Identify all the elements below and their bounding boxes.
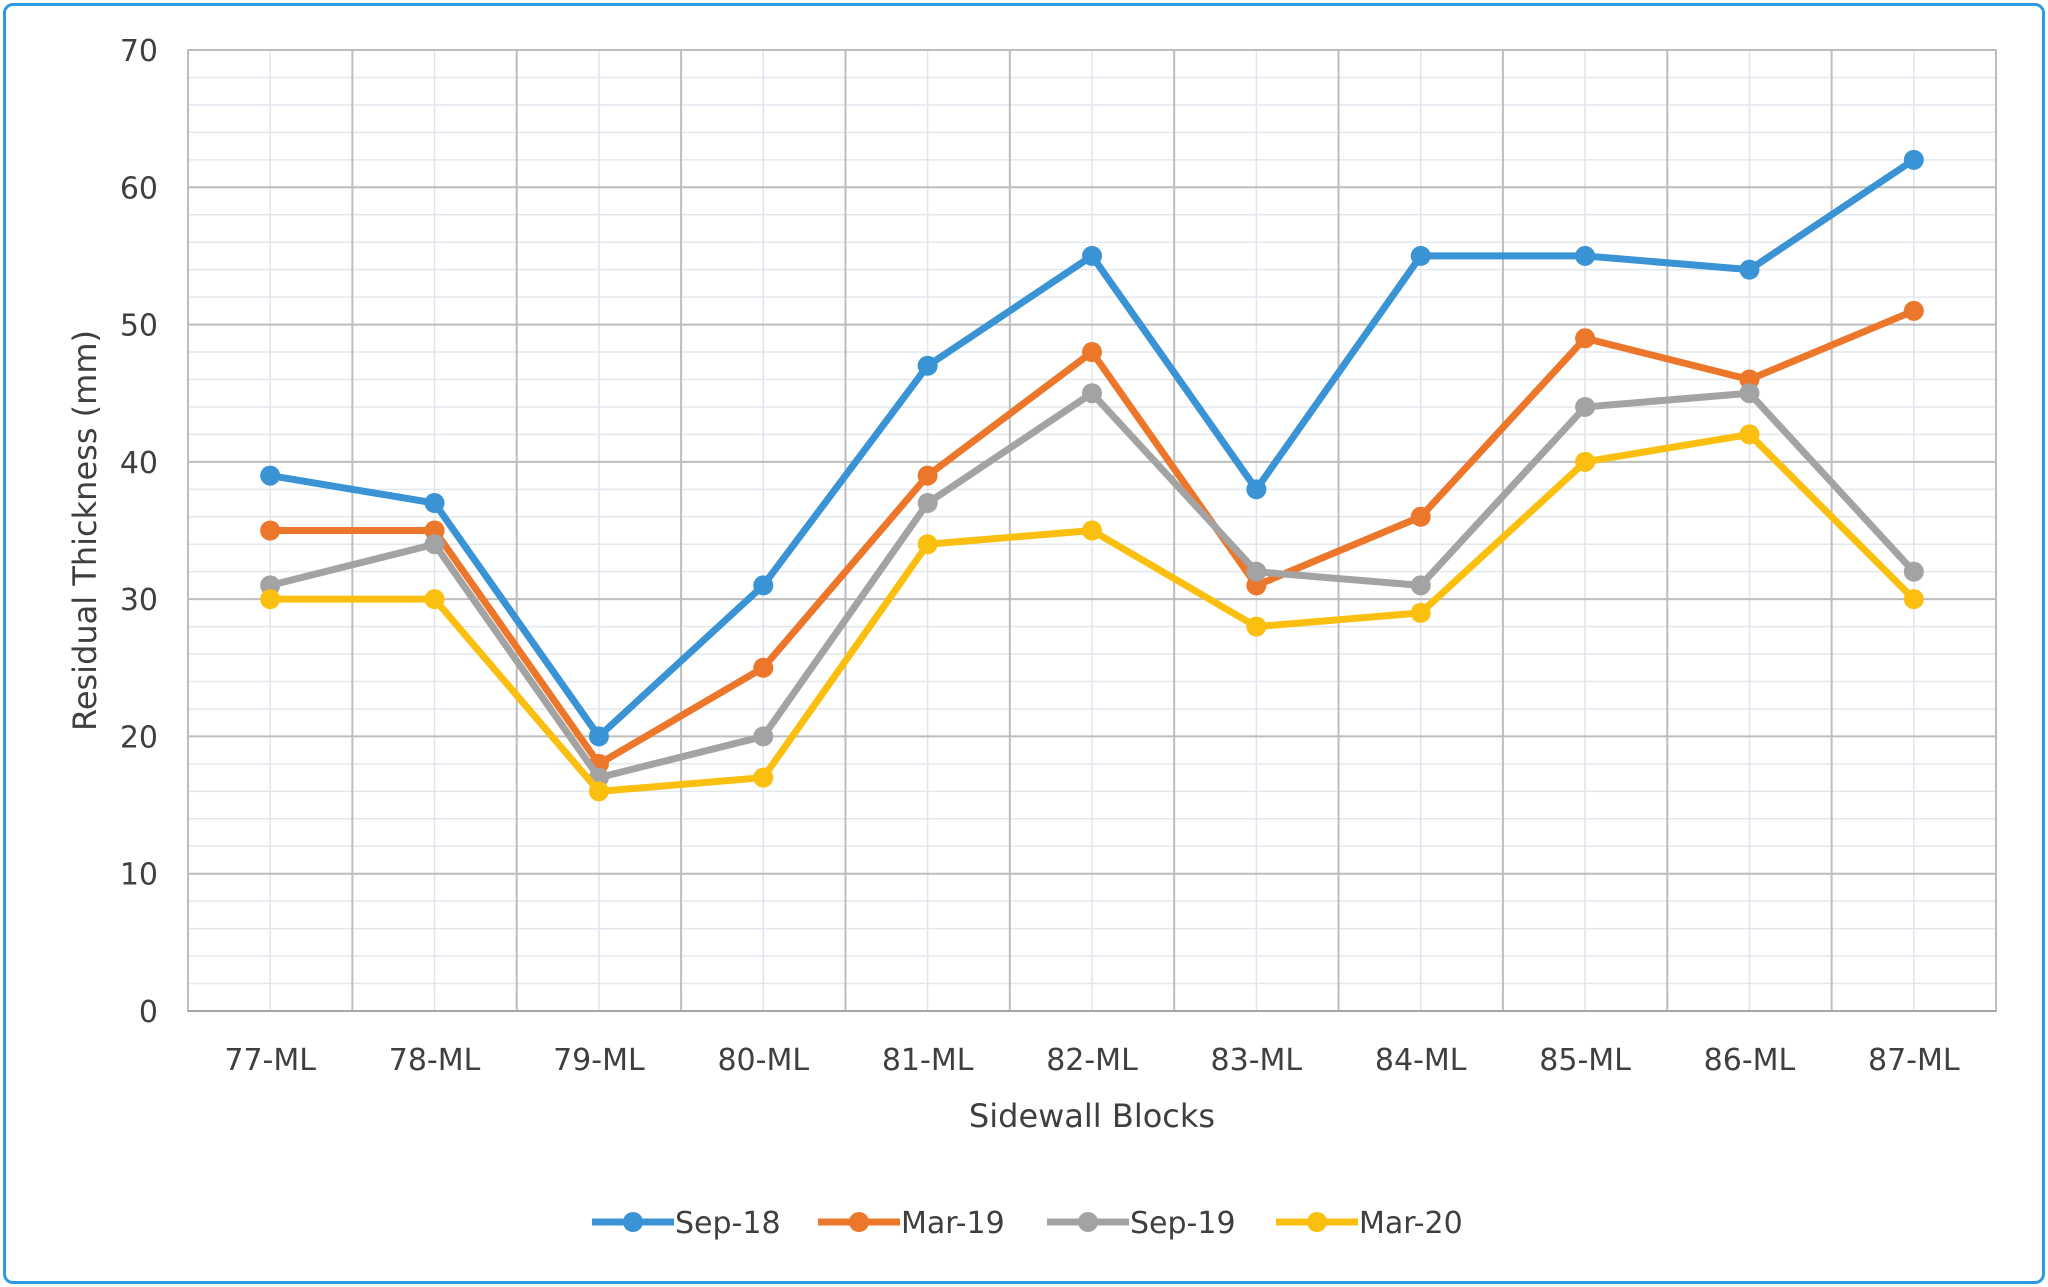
x-tick-label: 79-ML (553, 1043, 645, 1078)
data-point (1575, 328, 1596, 349)
x-tick-label: 84-ML (1375, 1043, 1467, 1078)
legend-swatch-marker (849, 1212, 869, 1232)
y-tick-label: 60 (120, 171, 158, 206)
legend-item: Mar-20 (1276, 1206, 1463, 1241)
data-point (1082, 245, 1102, 266)
data-point (588, 726, 609, 747)
y-tick-label: 70 (120, 34, 158, 69)
x-tick-label: 83-ML (1211, 1043, 1303, 1078)
data-point (753, 726, 774, 747)
data-point (1246, 561, 1267, 582)
x-tick-label: 78-ML (389, 1043, 481, 1078)
data-point (753, 767, 774, 788)
data-point (1246, 616, 1267, 637)
x-tick-label: 87-ML (1868, 1043, 1960, 1078)
data-point (260, 465, 281, 486)
data-point (1903, 589, 1924, 610)
data-point (1739, 369, 1760, 390)
series-Mar-20 (260, 424, 1924, 802)
data-point (1575, 245, 1596, 266)
data-point (917, 355, 938, 376)
x-tick-label: 82-ML (1046, 1043, 1138, 1078)
y-tick-label: 50 (120, 309, 158, 344)
data-point (260, 575, 281, 596)
legend-item: Sep-18 (592, 1206, 781, 1241)
axes (187, 49, 1997, 1012)
data-point (1739, 424, 1760, 445)
data-point (424, 493, 445, 514)
data-point (1246, 575, 1267, 596)
y-tick-label: 0 (139, 995, 158, 1030)
data-point (917, 534, 938, 555)
data-point (1082, 342, 1102, 363)
x-axis-title: Sidewall Blocks (969, 1097, 1215, 1135)
x-tick-label: 80-ML (717, 1043, 809, 1078)
series-Sep-18 (260, 149, 1924, 747)
legend-item: Mar-19 (818, 1206, 1005, 1241)
y-axis-ticks: 0 10 20 30 40 50 60 70 (120, 34, 158, 1030)
data-point (1082, 383, 1102, 404)
y-tick-label: 40 (120, 446, 158, 481)
legend-label: Mar-19 (901, 1206, 1005, 1241)
x-tick-label: 77-ML (224, 1043, 316, 1078)
data-point (1082, 520, 1102, 541)
data-point (588, 781, 609, 802)
legend-label: Sep-18 (675, 1206, 781, 1241)
x-tick-label: 86-ML (1704, 1043, 1796, 1078)
data-point (917, 465, 938, 486)
data-point (753, 657, 774, 678)
legend-swatch-marker (1307, 1212, 1327, 1232)
data-point (1739, 259, 1760, 280)
legend-swatch-marker (623, 1212, 643, 1232)
data-point (1246, 479, 1267, 500)
data-point (1575, 396, 1596, 417)
data-point (1575, 451, 1596, 472)
legend-label: Sep-19 (1130, 1206, 1236, 1241)
series-layer (260, 149, 1924, 802)
legend: Sep-18 Mar-19 Sep-19 Mar-20 (592, 1206, 1463, 1241)
legend-item: Sep-19 (1047, 1206, 1236, 1241)
y-tick-label: 30 (120, 583, 158, 618)
x-tick-label: 81-ML (882, 1043, 974, 1078)
data-point (753, 575, 774, 596)
data-point (424, 589, 445, 610)
data-point (1410, 575, 1431, 596)
legend-label: Mar-20 (1359, 1206, 1463, 1241)
y-axis-title: Residual Thickness (mm) (66, 330, 104, 731)
data-point (1410, 602, 1431, 623)
data-point (424, 520, 445, 541)
y-tick-label: 10 (120, 858, 158, 893)
data-point (260, 520, 281, 541)
chart-frame (3, 3, 2045, 1284)
data-point (1410, 245, 1431, 266)
legend-swatch-marker (1078, 1212, 1098, 1232)
data-point (1903, 300, 1924, 321)
y-tick-label: 20 (120, 720, 158, 755)
x-axis-ticks: 77-ML 78-ML 79-ML 80-ML 81-ML 82-ML 83-ML 84-ML… (224, 1043, 1960, 1078)
data-point (917, 493, 938, 514)
data-point (1410, 506, 1431, 527)
data-point (1903, 149, 1924, 170)
x-tick-label: 85-ML (1539, 1043, 1631, 1078)
series-Sep-19 (260, 383, 1924, 788)
data-point (1739, 383, 1760, 404)
data-point (260, 589, 281, 610)
data-point (424, 534, 445, 555)
data-point (1903, 561, 1924, 582)
